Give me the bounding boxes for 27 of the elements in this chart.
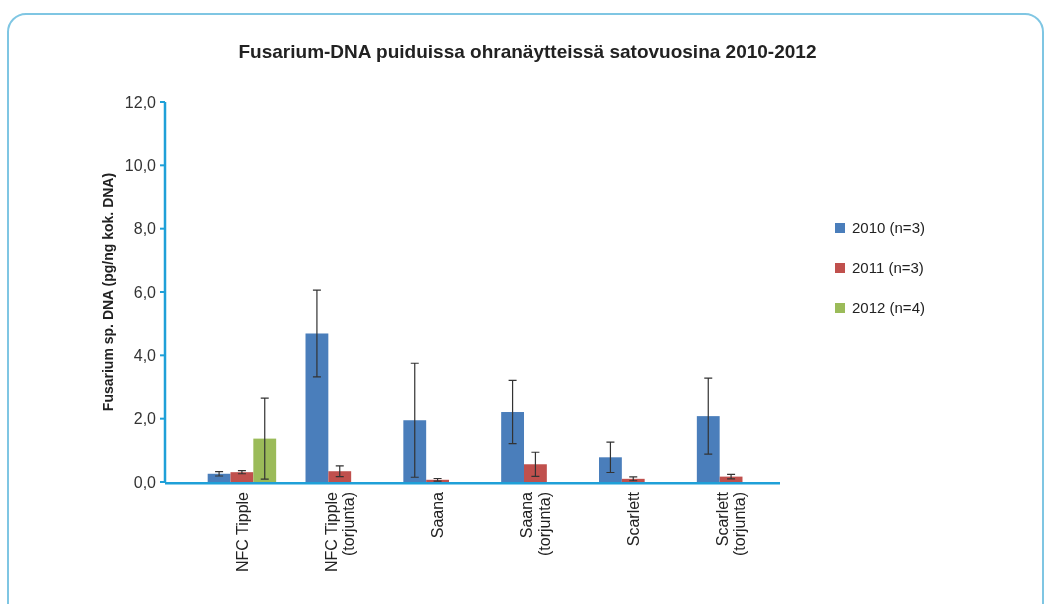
bar (230, 472, 254, 482)
x-tick-label: Saana (torjunta) (518, 491, 553, 557)
bar (305, 333, 329, 482)
y-tick-label: 10,0 (124, 156, 157, 174)
x-tick-label: Saana (429, 491, 447, 539)
chart-title: Fusarium-DNA puiduissa ohranäytteissä satovuosina 2010-2012 (238, 41, 817, 62)
y-tick-label: 6,0 (133, 283, 157, 301)
y-tick-label: 8,0 (133, 220, 157, 238)
y-axis-title: Fusarium sp. DNA (pg/ng kok. DNA) (100, 172, 116, 412)
bar (328, 471, 352, 482)
y-tick-label: 2,0 (133, 410, 157, 428)
bar (501, 412, 524, 482)
bar (524, 464, 547, 482)
bar (599, 457, 622, 482)
y-tick-label: 12,0 (124, 93, 157, 111)
legend-label: 2012 (n=4) (852, 299, 925, 317)
bar (253, 438, 277, 482)
legend-label: 2010 (n=3) (852, 219, 925, 237)
y-tick-label: 0,0 (133, 473, 157, 491)
y-tick-label: 4,0 (133, 346, 157, 364)
x-tick-label: Scarlett (624, 491, 642, 547)
legend-label: 2011 (n=3) (852, 259, 924, 277)
x-tick-label: NFC Tipple (233, 491, 251, 573)
bar (696, 416, 720, 482)
bar (403, 420, 427, 482)
x-tick-label: NFC Tipple (torjunta) (322, 491, 358, 573)
x-tick-label: Scarlett (torjunta) (713, 491, 749, 557)
